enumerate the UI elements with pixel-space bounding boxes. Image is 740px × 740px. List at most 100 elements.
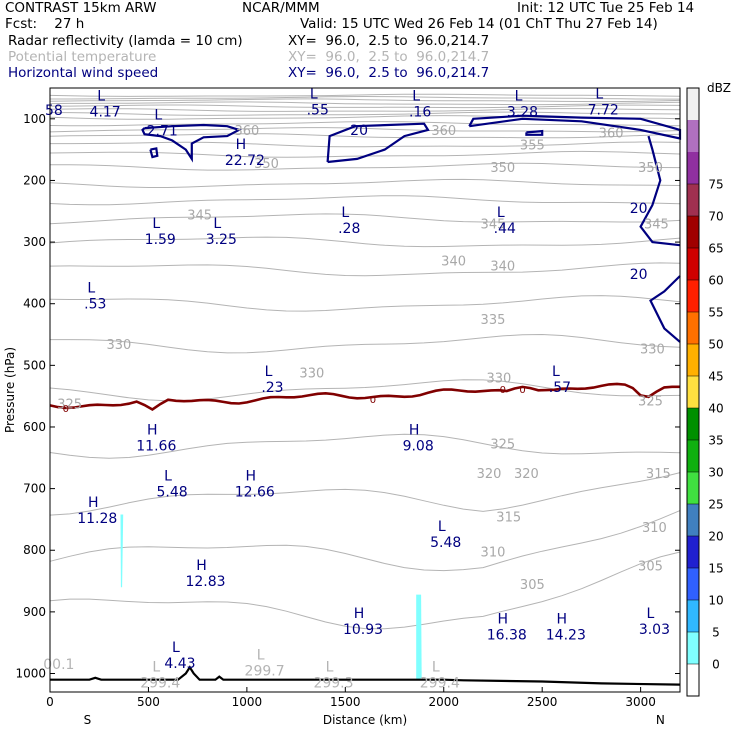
theta-contours xyxy=(49,93,681,630)
theta-label: 360 xyxy=(599,126,624,141)
theta-contour-line xyxy=(49,98,681,103)
y-axis-label: Pressure (hPa) xyxy=(3,347,17,433)
center-value-label: .53 xyxy=(84,297,106,313)
isotach-label: 20 xyxy=(630,201,648,217)
colorbar-swatch xyxy=(687,120,699,152)
theta-label: 340 xyxy=(441,255,466,270)
colorbar-tick-label: 35 xyxy=(708,434,723,448)
theta-contour-line xyxy=(50,333,681,354)
valid-time: Valid: 15 UTC Wed 26 Feb 14 (01 ChT Thu … xyxy=(300,16,658,32)
theta-low-marker: L xyxy=(432,660,440,676)
theta-low-marker: L xyxy=(152,660,160,676)
theta-contour-line xyxy=(49,127,681,133)
wind-isotachs xyxy=(141,114,682,343)
high-center-marker: H xyxy=(236,137,247,153)
low-center-marker: L xyxy=(87,281,95,297)
center-value-label: .55 xyxy=(307,102,329,118)
theta-contour-line xyxy=(49,108,681,112)
center-value-label: 12.66 xyxy=(235,485,275,501)
center-value-label: 3.03 xyxy=(639,622,670,638)
center-value-label: 11.28 xyxy=(77,511,117,527)
theta-contour-line xyxy=(49,472,681,516)
x-tick-label: 2000 xyxy=(428,695,459,709)
y-tick-label: 800 xyxy=(23,543,46,557)
theta-label: 320 xyxy=(514,467,539,482)
low-center-marker: L xyxy=(152,216,160,232)
theta-contour-line xyxy=(50,104,681,109)
colorbar-tick-label: 20 xyxy=(708,530,723,544)
field-wind-name: Horizontal wind speed xyxy=(8,65,159,81)
theta-low-marker: L xyxy=(326,660,334,676)
theta-label: 320 xyxy=(477,467,502,482)
colorbar-tick-label: 25 xyxy=(708,498,723,512)
theta-label: 345 xyxy=(187,208,212,223)
theta-label: 315 xyxy=(496,510,521,525)
theta-center-value: 299.3 xyxy=(313,676,353,692)
x-tick-label: 2500 xyxy=(527,695,558,709)
colorbar-tick-label: 70 xyxy=(708,210,723,224)
center-value-label: 4.43 xyxy=(164,656,195,672)
high-center-marker: H xyxy=(497,612,508,628)
theta-contour-line xyxy=(49,101,681,106)
low-center-marker: L xyxy=(154,107,162,123)
high-center-marker: H xyxy=(147,422,158,438)
high-center-marker: H xyxy=(409,422,420,438)
low-center-marker: L xyxy=(595,86,603,102)
isotach-line xyxy=(525,129,544,136)
colorbar-swatch xyxy=(687,408,699,440)
theta-label: 330 xyxy=(106,338,131,353)
colorbar-swatch xyxy=(687,632,699,664)
high-center-marker: H xyxy=(196,558,207,574)
field-theta-name: Potential temperature xyxy=(8,49,157,65)
colorbar-border xyxy=(686,87,700,697)
isotach-label: 20 xyxy=(630,267,648,283)
theta-contour-line xyxy=(50,141,681,148)
center-value-label: 3.25 xyxy=(206,232,237,248)
y-tick-label: 500 xyxy=(23,358,46,372)
colorbar-swatch xyxy=(687,88,699,120)
center-value-label: .16 xyxy=(409,104,431,120)
y-tick-label: 100 xyxy=(23,112,46,126)
theta-label: 330 xyxy=(640,343,665,358)
theta-label: 305 xyxy=(638,560,663,575)
y-tick-label: 200 xyxy=(23,173,46,187)
zero-contour-label: 0 xyxy=(63,404,69,415)
colorbar-tick-label: 60 xyxy=(708,274,723,288)
colorbar-tick-label: 5 xyxy=(712,626,720,640)
center-value-label: .57 xyxy=(549,380,571,396)
colorbar-swatch xyxy=(687,216,699,248)
plot-frame xyxy=(49,87,681,693)
theta-label: 305 xyxy=(520,578,545,593)
theta-label: 340 xyxy=(490,260,515,275)
center-value-label: .44 xyxy=(494,221,516,237)
center-value-label: .23 xyxy=(261,380,283,396)
theta-contour-line xyxy=(49,213,681,225)
colorbar-swatch xyxy=(687,568,699,600)
colorbar-tick-label: 55 xyxy=(708,306,723,320)
org-label: NCAR/MMM xyxy=(242,0,320,16)
colorbar: 0 5 10 15 20 25 30 35 40 45 50 55 60 65 70 75 dBZ xyxy=(686,81,731,697)
center-value-label: 5.48 xyxy=(430,535,461,551)
low-center-marker: L xyxy=(438,519,446,535)
low-center-marker: L xyxy=(97,88,105,104)
theta-label: 350 xyxy=(638,161,663,176)
theta-label: 315 xyxy=(646,467,671,482)
field-wind-xy: XY= 96.0, 2.5 to 96.0,214.7 xyxy=(288,65,490,81)
colorbar-swatch xyxy=(687,344,699,376)
theta-center-value: 299.7 xyxy=(245,663,285,679)
center-value-label: 2.71 xyxy=(147,123,178,139)
high-center-marker: H xyxy=(354,606,365,622)
center-value-label: 4.17 xyxy=(90,104,121,120)
center-value-label: 7.72 xyxy=(588,102,619,118)
colorbar-swatch xyxy=(687,440,699,472)
theta-label: 350 xyxy=(254,157,279,172)
center-value-label: .28 xyxy=(338,221,360,237)
colorbar-swatch xyxy=(687,152,699,184)
theta-contour-line xyxy=(50,162,681,171)
reflectivity-cell xyxy=(120,514,124,588)
zero-dbz-contour xyxy=(49,382,680,412)
y-tick-label: 300 xyxy=(23,235,46,249)
center-value-label: 5.48 xyxy=(156,485,187,501)
colorbar-swatch xyxy=(687,664,699,696)
theta-label: 310 xyxy=(481,545,506,560)
